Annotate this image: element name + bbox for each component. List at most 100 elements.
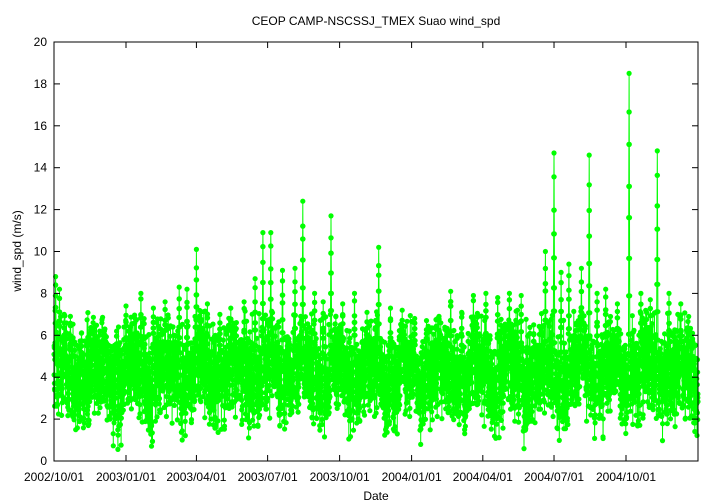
data-point — [53, 340, 59, 346]
data-point — [367, 408, 373, 414]
data-point — [383, 359, 389, 365]
data-point — [357, 418, 363, 424]
data-point — [176, 306, 182, 312]
data-point — [463, 387, 470, 393]
data-point — [204, 301, 210, 307]
data-point — [81, 420, 87, 426]
data-point — [149, 438, 156, 444]
data-point — [317, 427, 323, 433]
data-point — [487, 336, 493, 342]
data-point — [260, 279, 266, 286]
data-point — [537, 406, 544, 412]
data-point — [91, 328, 97, 334]
data-point — [217, 320, 223, 326]
data-point — [488, 426, 494, 432]
data-point — [402, 323, 408, 329]
data-point — [316, 346, 322, 352]
data-point — [347, 434, 354, 440]
data-point — [93, 322, 100, 328]
data-point — [272, 333, 278, 339]
data-point — [114, 333, 120, 339]
data-point — [451, 327, 457, 334]
data-point — [85, 310, 91, 316]
data-point — [352, 319, 358, 325]
data-point — [112, 385, 118, 391]
data-point — [300, 285, 306, 291]
data-point — [319, 382, 325, 388]
data-point — [511, 397, 517, 403]
data-point — [407, 313, 413, 319]
data-point — [252, 276, 258, 282]
data-point — [344, 345, 350, 351]
data-point — [518, 318, 525, 324]
data-point — [151, 325, 157, 331]
data-point — [495, 299, 501, 305]
data-point — [217, 331, 223, 337]
data-point — [118, 442, 124, 448]
data-point — [361, 412, 368, 418]
data-point — [448, 303, 454, 309]
data-point — [295, 409, 301, 415]
data-point — [407, 405, 413, 411]
data-point — [386, 408, 392, 414]
data-point — [221, 417, 227, 423]
data-point — [429, 409, 435, 415]
data-point — [57, 323, 63, 329]
data-point — [191, 398, 198, 405]
data-point — [352, 313, 358, 319]
data-point — [146, 415, 152, 421]
data-point — [483, 290, 489, 296]
data-point — [182, 433, 188, 439]
data-point — [439, 416, 445, 422]
data-point — [462, 423, 468, 429]
data-point — [283, 420, 289, 426]
data-point — [170, 324, 176, 330]
data-point — [179, 428, 185, 434]
data-point — [459, 311, 465, 317]
data-point — [97, 405, 103, 411]
data-point — [479, 412, 485, 418]
data-point — [457, 391, 463, 397]
data-point — [350, 427, 357, 433]
data-point — [183, 410, 189, 416]
data-point — [302, 314, 308, 320]
data-point — [210, 321, 216, 327]
data-point — [327, 394, 333, 400]
data-point — [461, 344, 467, 350]
data-point — [376, 301, 382, 308]
data-point — [312, 299, 318, 305]
data-point — [113, 395, 119, 401]
data-point — [160, 385, 166, 391]
data-point — [266, 382, 273, 388]
data-point — [146, 332, 152, 338]
data-point — [149, 423, 155, 429]
data-point — [261, 327, 267, 333]
data-point — [309, 368, 315, 374]
data-point — [89, 362, 95, 368]
data-point — [531, 322, 537, 328]
data-point — [326, 321, 332, 328]
data-point — [97, 328, 103, 334]
data-point — [185, 323, 191, 329]
data-point — [459, 325, 465, 331]
data-point — [156, 401, 162, 407]
data-point — [263, 406, 270, 412]
data-point — [182, 418, 188, 424]
data-point — [260, 244, 266, 250]
data-point — [367, 323, 373, 329]
data-point — [139, 393, 145, 399]
data-point — [242, 308, 248, 314]
data-point — [138, 296, 144, 302]
data-point — [300, 301, 306, 307]
data-point — [297, 339, 303, 345]
data-point — [169, 420, 175, 426]
data-point — [217, 311, 223, 317]
data-point — [292, 289, 298, 295]
data-point — [328, 270, 334, 276]
data-point — [72, 347, 78, 353]
data-point — [500, 409, 506, 415]
data-point — [70, 321, 76, 327]
data-point — [462, 431, 468, 437]
data-point — [110, 405, 116, 411]
